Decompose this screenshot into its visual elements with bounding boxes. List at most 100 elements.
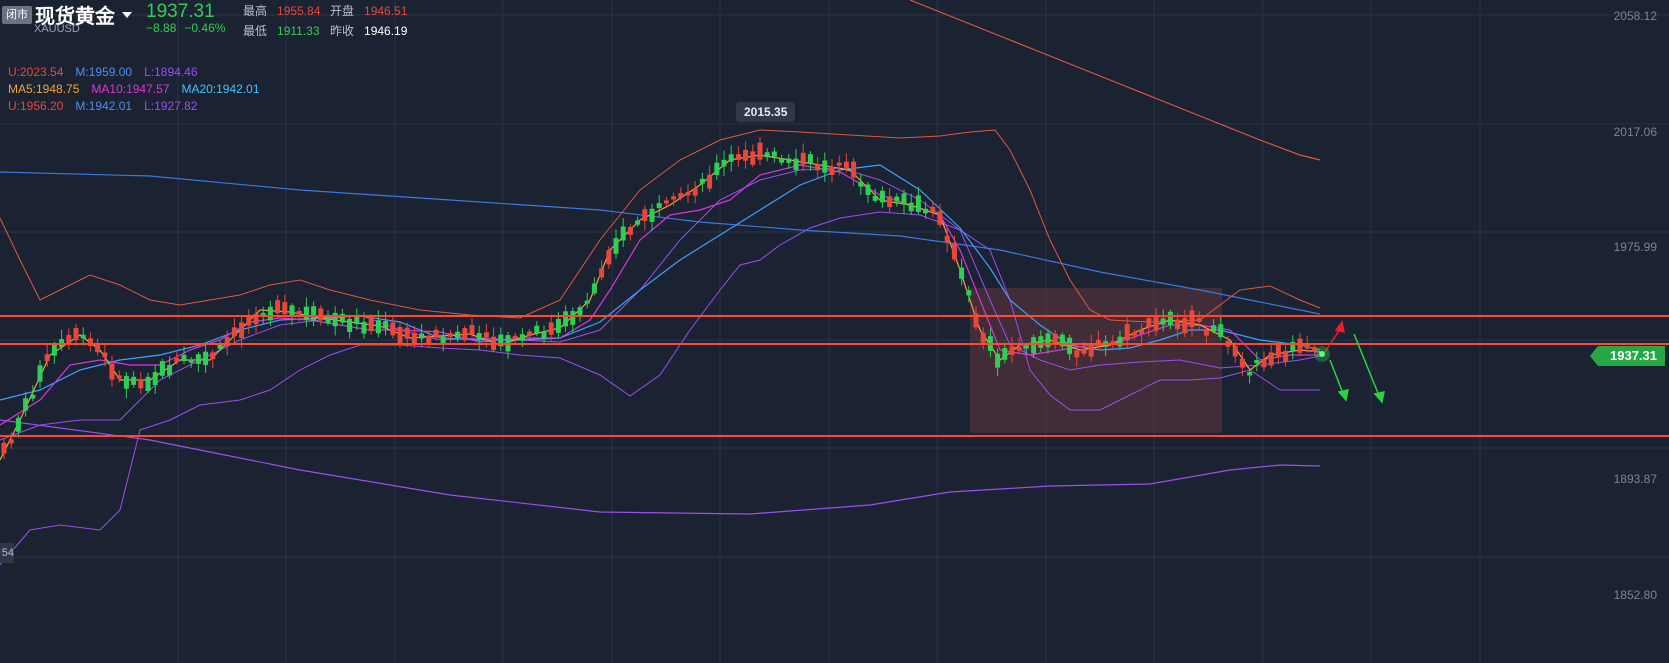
candle-body xyxy=(1175,319,1181,330)
bb-upper-short xyxy=(0,129,1321,323)
candle-body xyxy=(303,306,309,321)
candle-body xyxy=(210,352,216,360)
candle-body xyxy=(44,354,50,362)
candle-body xyxy=(433,329,439,338)
candle-body xyxy=(620,226,626,241)
candle-body xyxy=(606,250,612,265)
candle-body xyxy=(613,238,619,254)
upper-band-long xyxy=(909,0,1321,161)
candle-body xyxy=(275,300,281,314)
candle-body xyxy=(534,325,540,334)
candle-body xyxy=(37,365,43,382)
candle-body xyxy=(656,203,662,208)
candle-body xyxy=(793,158,799,171)
candle-body xyxy=(915,195,921,212)
candle-body xyxy=(318,308,324,320)
candle-body xyxy=(1031,337,1037,354)
candle-body xyxy=(930,206,936,213)
change-percent: −0.46% xyxy=(184,21,226,35)
prev-close-stat: 昨收 1946.19 xyxy=(330,24,408,38)
instrument-title[interactable]: 现货黄金 xyxy=(35,0,132,29)
candle-body xyxy=(1218,324,1224,337)
candle-body xyxy=(519,334,525,341)
peak-price-label: 2015.35 xyxy=(736,102,796,122)
candle-body xyxy=(663,200,669,204)
candle-body xyxy=(966,290,972,296)
candle-body xyxy=(296,310,302,315)
candle-body xyxy=(879,190,885,203)
candle-body xyxy=(325,314,331,324)
candle-body xyxy=(152,372,158,385)
candle-body xyxy=(1045,333,1051,348)
candle-body xyxy=(512,335,518,339)
candle-body xyxy=(426,335,432,346)
candle-body xyxy=(728,154,734,162)
candle-body xyxy=(764,152,770,158)
candle-body xyxy=(685,191,691,196)
candle-body xyxy=(1131,332,1137,336)
candle-body xyxy=(858,181,864,187)
candle-body xyxy=(1239,358,1245,368)
candle-body xyxy=(368,316,374,332)
candle-body xyxy=(786,158,792,163)
candle-body xyxy=(260,312,266,317)
candle-body xyxy=(591,283,597,294)
candle-body xyxy=(527,331,533,336)
candle-body xyxy=(1139,329,1145,335)
candle-body xyxy=(188,359,194,363)
candle-body xyxy=(699,178,705,184)
candle-body xyxy=(282,302,288,315)
candle-body xyxy=(419,333,425,339)
candle-body xyxy=(311,306,317,321)
candle-body xyxy=(332,312,338,327)
candle-body xyxy=(1203,330,1209,336)
candle-body xyxy=(1088,344,1094,357)
bb-short-legend: U:1956.20 M:1942.01 L:1927.82 xyxy=(8,99,198,113)
candle-body xyxy=(217,344,223,349)
candle-body xyxy=(757,142,763,160)
candle-body xyxy=(815,164,821,171)
current-price: 1937.31 xyxy=(146,1,215,22)
candle-body xyxy=(944,235,950,243)
status-badge: 闭市 xyxy=(2,6,32,24)
candle-body xyxy=(131,376,137,385)
candle-body xyxy=(908,202,914,212)
left-axis-stub: 54 xyxy=(0,543,14,563)
y-tick: 2017.06 xyxy=(1613,125,1657,139)
candle-body xyxy=(440,336,446,345)
chevron-down-icon[interactable] xyxy=(122,11,132,18)
candle-body xyxy=(483,332,489,338)
candle-body xyxy=(87,338,93,346)
candle-body xyxy=(476,333,482,341)
lower-band-long xyxy=(0,419,1321,515)
candle-body xyxy=(354,316,360,325)
ma-long xyxy=(0,171,1321,315)
candle-body xyxy=(865,184,871,196)
candle-body xyxy=(635,220,641,225)
price-change: −8.88 −0.46% xyxy=(146,21,233,35)
candle-body xyxy=(361,321,367,334)
candle-body xyxy=(1232,345,1238,357)
candle-body xyxy=(181,354,187,362)
candle-body xyxy=(599,268,605,278)
candle-body xyxy=(95,342,101,353)
candle-body xyxy=(750,151,756,165)
candle-body xyxy=(51,345,57,356)
candle-body xyxy=(894,196,900,202)
candle-body xyxy=(1002,348,1008,360)
candle-body xyxy=(116,375,122,379)
candle-body xyxy=(397,326,403,344)
y-tick: 1852.80 xyxy=(1613,588,1657,602)
candle-body xyxy=(872,195,878,201)
candle-body xyxy=(1275,344,1281,358)
low-stat: 最低 1911.33 xyxy=(243,24,320,38)
candle-body xyxy=(642,209,648,221)
candle-body xyxy=(347,318,353,333)
candle-body xyxy=(1182,317,1188,334)
candle-body xyxy=(339,313,345,323)
candle-body xyxy=(887,196,893,208)
candle-body xyxy=(203,351,209,366)
candle-body xyxy=(80,334,86,339)
candle-body xyxy=(462,328,468,341)
